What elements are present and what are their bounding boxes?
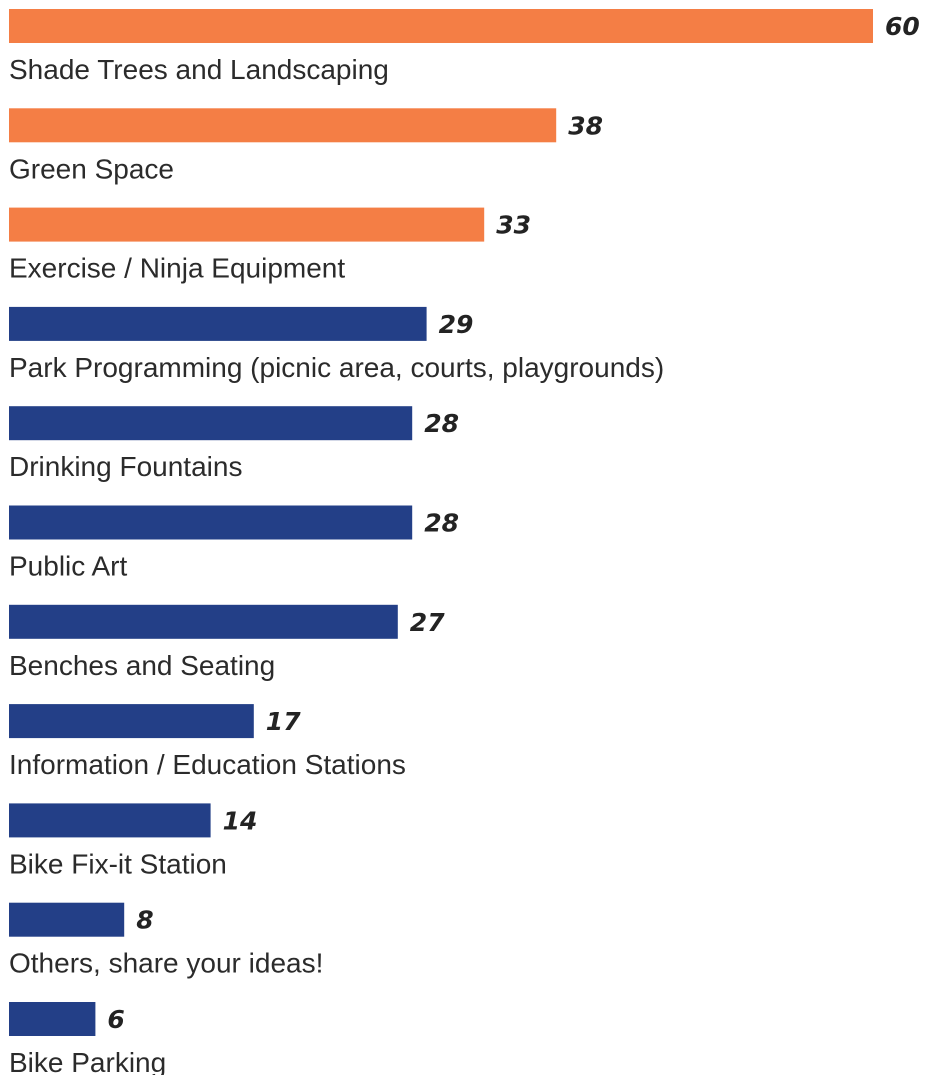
category-label: Bike Parking bbox=[9, 1047, 166, 1075]
category-label: Bike Fix-it Station bbox=[9, 848, 227, 879]
bar bbox=[9, 307, 427, 341]
bar-value-label: 14 bbox=[223, 806, 258, 835]
bar bbox=[9, 903, 124, 937]
bar-value-label: 38 bbox=[568, 111, 603, 140]
bar bbox=[9, 506, 412, 540]
bar bbox=[9, 704, 254, 738]
bar-value-label: 60 bbox=[885, 12, 920, 41]
bar-value-label: 28 bbox=[424, 409, 459, 438]
category-label: Public Art bbox=[9, 551, 127, 582]
bar-value-label: 17 bbox=[266, 707, 301, 736]
category-label: Benches and Seating bbox=[9, 650, 275, 681]
bar bbox=[9, 208, 484, 242]
bar bbox=[9, 406, 412, 440]
bar bbox=[9, 1002, 95, 1036]
bar-value-label: 27 bbox=[410, 608, 445, 637]
category-label: Shade Trees and Landscaping bbox=[9, 54, 389, 85]
category-label: Green Space bbox=[9, 153, 174, 184]
category-label: Exercise / Ninja Equipment bbox=[9, 253, 345, 284]
bar-value-label: 28 bbox=[424, 509, 459, 538]
category-label: Information / Education Stations bbox=[9, 749, 406, 780]
bar-value-label: 33 bbox=[496, 211, 531, 240]
bar-value-label: 6 bbox=[107, 1005, 124, 1034]
category-label: Others, share your ideas! bbox=[9, 948, 323, 979]
category-label: Park Programming (picnic area, courts, p… bbox=[9, 352, 664, 383]
bar bbox=[9, 9, 873, 43]
bar bbox=[9, 108, 556, 142]
category-label: Drinking Fountains bbox=[9, 451, 242, 482]
bar bbox=[9, 803, 211, 837]
bar-value-label: 8 bbox=[136, 906, 153, 935]
bar-value-label: 29 bbox=[439, 310, 474, 339]
bar bbox=[9, 605, 398, 639]
